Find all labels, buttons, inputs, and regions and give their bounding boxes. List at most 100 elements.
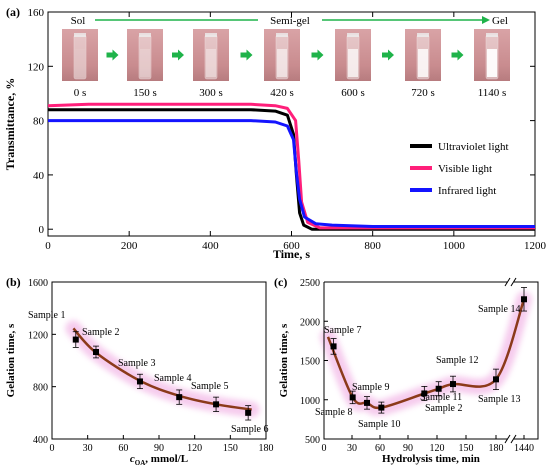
sample-label: Sample 8 [315, 407, 353, 418]
y-axis-label: Gelation time, s [278, 323, 290, 397]
x-axis-label-unit: , mmol/L [145, 453, 188, 465]
panel-b: (b) 0 30 60 90 120 150 180 400 800 1200 1600 Sample … [5, 275, 274, 467]
x-tick-label: 600 [283, 240, 300, 252]
data-point [349, 394, 356, 401]
data-point [364, 399, 370, 406]
x-axis-label-var: c [130, 453, 135, 465]
vial-photo-2 [193, 29, 229, 81]
x-axis-label: Time, s [273, 247, 310, 261]
axis-break-mark [510, 277, 517, 287]
x-tick-label: 150 [223, 443, 238, 454]
vial-arrow [172, 49, 184, 61]
vial-arrow [240, 49, 253, 61]
y-tick-label: 160 [28, 7, 45, 19]
x-axis-label-sub: OA [135, 459, 146, 467]
vial-time-label: 300 s [199, 87, 223, 99]
sample-label: Sample 10 [358, 419, 401, 430]
vial-cap [276, 33, 288, 37]
x-axis-label: cOA, mmol/L [130, 453, 188, 467]
y-tick-label: 40 [33, 170, 45, 182]
vial-liquid [277, 49, 287, 77]
data-point [72, 336, 79, 343]
x-tick-label: 30 [347, 443, 357, 454]
y-axis-label: Transmittance, % [3, 78, 17, 170]
data-point [92, 348, 99, 355]
sample-label: Sample 1 [28, 310, 66, 321]
panel-label: (a) [6, 5, 20, 19]
stage-arrowhead [482, 16, 490, 24]
vial-liquid [140, 49, 150, 77]
x-tick-label: 60 [375, 443, 385, 454]
vial-cap [486, 33, 498, 37]
panel-c: (c) 0 30 60 90 120 150 180 1440 500 1000 1500 2000 25… [274, 275, 539, 465]
series-line-2 [47, 102, 535, 230]
y-axis-label: Gelation time, s [5, 323, 17, 397]
y-tick-label: 2500 [300, 278, 320, 289]
x-tick-label: 120 [430, 443, 445, 454]
x-tick-label: 150 [459, 443, 474, 454]
fit-glow [65, 320, 260, 418]
vial-cap [417, 33, 429, 37]
series-line-3 [48, 119, 535, 228]
x-tick-label: 1200 [524, 240, 547, 252]
vial-time-label: 0 s [74, 87, 87, 99]
x-tick-label: 120 [187, 443, 202, 454]
y-tick-label: 0 [39, 224, 45, 236]
data-point [176, 394, 183, 401]
legend-label-1: Ultraviolet light [438, 141, 509, 153]
vial-photo-0 [62, 29, 98, 81]
data-point [421, 390, 428, 397]
vial-photo-1 [127, 29, 163, 81]
legend-label-3: Infrared light [438, 185, 496, 197]
axis-break-mark [504, 434, 511, 444]
x-tick-label: 180 [489, 443, 504, 454]
x-tick-label: 0 [45, 240, 51, 252]
vial-arrow [106, 49, 119, 61]
vial-cap [205, 33, 217, 37]
vial-time-label: 600 s [341, 87, 365, 99]
vial-cap [74, 33, 86, 37]
data-point [213, 401, 220, 408]
vial-time-label: 420 s [270, 87, 294, 99]
x-tick-label: 1440 [514, 443, 534, 454]
x-tick-label: 180 [259, 443, 274, 454]
x-tick-label: 90 [154, 443, 164, 454]
vial-arrow [382, 49, 394, 61]
y-tick-label: 1200 [28, 330, 48, 341]
vial-cap [139, 33, 151, 37]
vial-liquid [75, 49, 85, 77]
vial-time-label: 150 s [133, 87, 157, 99]
data-point [245, 409, 252, 416]
y-tick-label: 500 [305, 435, 320, 446]
y-tick-label: 400 [33, 435, 48, 446]
vial-cap [347, 33, 359, 37]
axis-break-mark [510, 434, 517, 444]
y-tick-label: 120 [28, 61, 45, 73]
sample-label: Sample 12 [436, 355, 479, 366]
data-point [330, 343, 337, 350]
vial-photo-4 [335, 29, 371, 81]
sample-label: Sample 2 [82, 327, 120, 338]
vial-liquid [487, 49, 497, 77]
vial-time-label: 1140 s [478, 87, 507, 99]
vial-liquid [206, 49, 216, 77]
stage-semi-gel: Semi-gel [270, 15, 310, 27]
sample-label: Sample 7 [324, 325, 362, 336]
panel-a: (a) 0 200 400 600 800 1000 1200 0 40 80 120 160 Time,… [3, 5, 547, 261]
vial-photo-3 [264, 29, 300, 81]
vial-time-label: 720 s [411, 87, 435, 99]
data-point [450, 381, 456, 388]
axis-break-mark [504, 277, 511, 287]
x-tick-label: 800 [364, 240, 381, 252]
y-tick-label: 800 [33, 383, 48, 394]
vial-photo-6 [474, 29, 510, 81]
legend-label-2: Visible light [438, 163, 492, 175]
x-tick-label: 30 [83, 443, 93, 454]
data-point [521, 296, 527, 303]
x-axis-label: Hydrolysis time, min [382, 453, 480, 465]
y-tick-label: 80 [33, 116, 45, 128]
x-tick-label: 90 [403, 443, 413, 454]
x-tick-label: 0 [322, 443, 327, 454]
